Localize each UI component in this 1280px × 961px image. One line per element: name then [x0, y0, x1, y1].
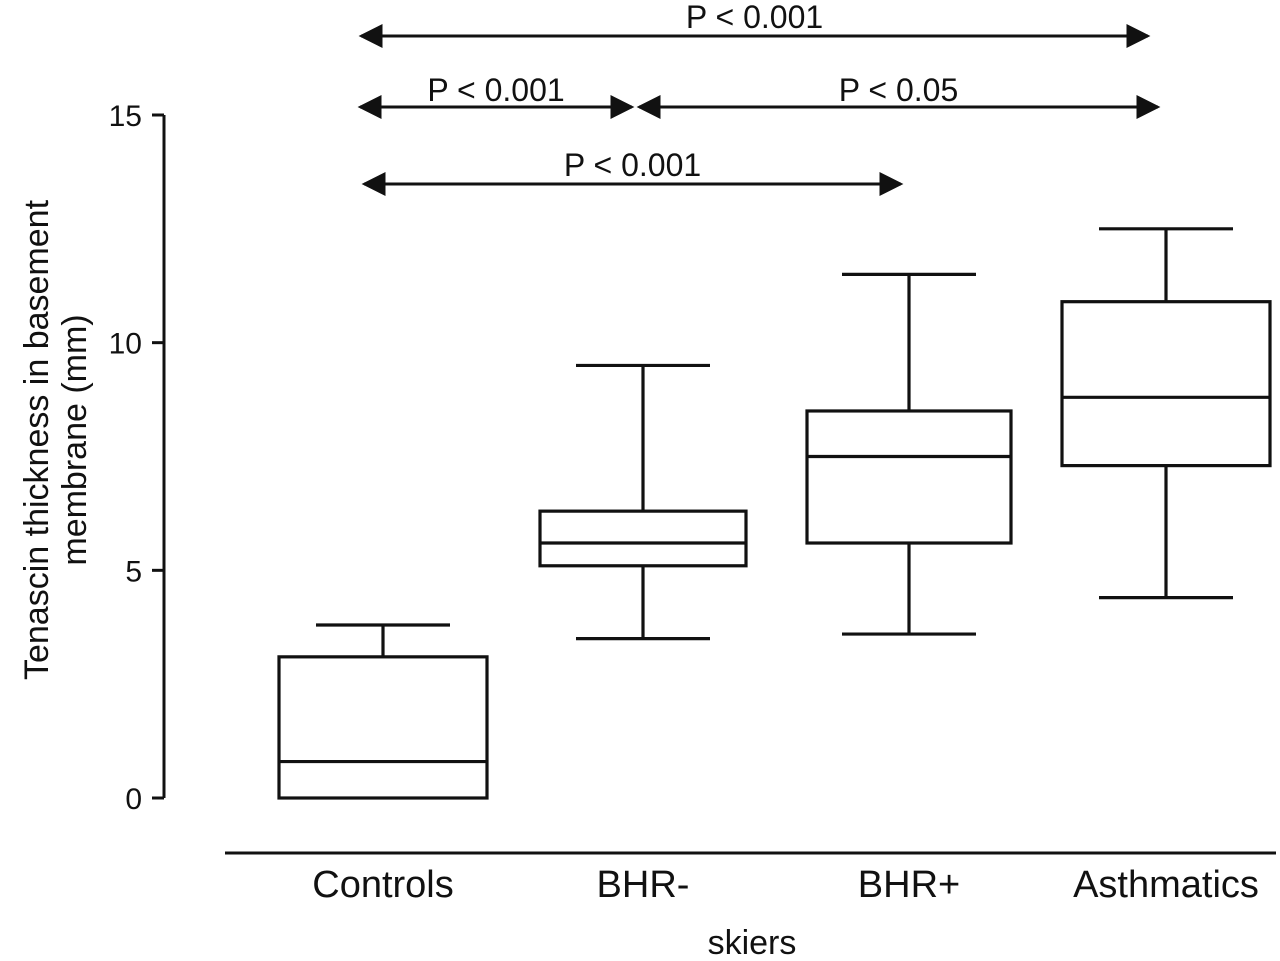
- comparison-label-2: P < 0.05: [839, 72, 959, 108]
- y-axis-title: Tenascin thickness in basement membrane …: [18, 199, 94, 680]
- box-2-iqr: [805, 409, 1013, 545]
- comparison-label-1: P < 0.001: [427, 72, 564, 108]
- x-axis: Controls BHR- BHR+ Asthmatics skiers: [225, 851, 1276, 961]
- comparison-label-0: P < 0.001: [686, 0, 823, 35]
- box-3-iqr: [1060, 300, 1272, 468]
- y-ticks: 0 5 10 15: [109, 100, 164, 816]
- y-axis-title-line-1: Tenascin thickness in basement: [18, 199, 56, 680]
- comparison-label-3: P < 0.001: [564, 147, 701, 183]
- box-group-3: [1060, 227, 1272, 600]
- x-category-labels: Controls BHR- BHR+ Asthmatics: [312, 864, 1259, 906]
- y-tick-label-15: 15: [109, 100, 142, 133]
- x-category-label-0: Controls: [312, 864, 454, 906]
- x-category-label-3: Asthmatics: [1073, 864, 1259, 906]
- y-tick-label-5: 5: [125, 555, 142, 588]
- annotations-layer: P < 0.001 P < 0.001 P < 0.05 P < 0.001: [357, 0, 1161, 196]
- y-tick-label-0: 0: [125, 783, 142, 816]
- boxes-layer: [277, 227, 1272, 800]
- x-category-label-1: BHR-: [597, 864, 690, 906]
- x-category-label-2: BHR+: [858, 864, 960, 906]
- y-tick-label-10: 10: [109, 328, 142, 361]
- box-group-0: [277, 623, 489, 800]
- y-axis: 0 5 10 15: [109, 100, 166, 816]
- box-0-iqr: [277, 655, 489, 800]
- box-group-2: [805, 272, 1013, 636]
- box-group-1: [538, 363, 748, 641]
- box-1-iqr: [538, 509, 748, 568]
- y-axis-title-line-2: membrane (mm): [56, 314, 94, 565]
- x-axis-title: skiers: [708, 924, 797, 961]
